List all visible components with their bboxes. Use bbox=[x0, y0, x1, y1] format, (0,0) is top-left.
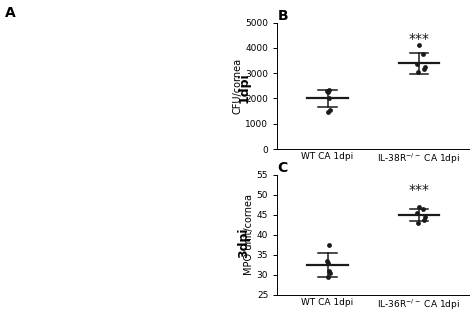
Point bbox=[323, 258, 330, 263]
Point bbox=[419, 206, 427, 212]
Point bbox=[416, 204, 423, 210]
Text: C: C bbox=[277, 161, 288, 175]
Point bbox=[421, 64, 428, 70]
Point bbox=[420, 217, 428, 222]
Text: 1dpi: 1dpi bbox=[237, 72, 251, 103]
Text: ***: *** bbox=[409, 31, 429, 46]
Point bbox=[325, 268, 333, 273]
Point bbox=[324, 90, 332, 95]
Text: ***: *** bbox=[409, 183, 429, 197]
Point bbox=[323, 88, 330, 94]
Point bbox=[414, 220, 422, 226]
Point bbox=[420, 67, 428, 72]
Point bbox=[327, 107, 334, 112]
Point bbox=[327, 270, 334, 275]
Point bbox=[416, 43, 423, 48]
Point bbox=[414, 62, 421, 67]
Point bbox=[325, 96, 333, 101]
Text: B: B bbox=[277, 9, 288, 23]
Point bbox=[324, 109, 332, 114]
Point bbox=[419, 52, 427, 57]
Y-axis label: CFU/cornea: CFU/cornea bbox=[232, 58, 243, 114]
Y-axis label: MPO unit/cornea: MPO unit/cornea bbox=[244, 194, 254, 275]
Text: A: A bbox=[5, 6, 16, 20]
Point bbox=[326, 87, 333, 92]
Point bbox=[414, 69, 422, 75]
Point bbox=[324, 260, 332, 265]
Text: 3dpi: 3dpi bbox=[237, 228, 251, 258]
Point bbox=[414, 210, 421, 215]
Point bbox=[421, 214, 428, 220]
Point bbox=[324, 274, 332, 279]
Point bbox=[326, 242, 333, 248]
